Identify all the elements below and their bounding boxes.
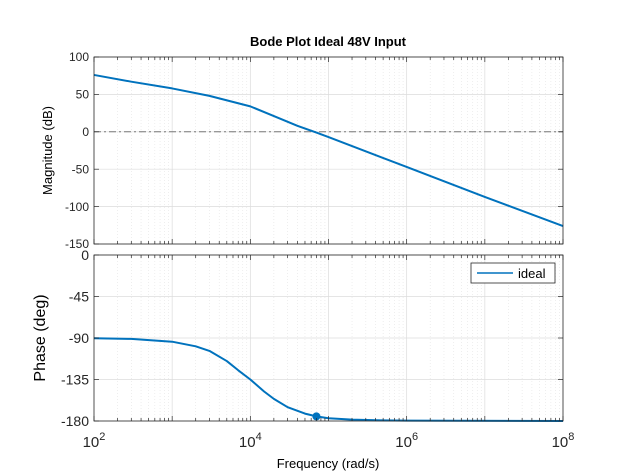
- phase-legend: ideal: [470, 262, 556, 284]
- chart-title: Bode Plot Ideal 48V Input: [250, 34, 407, 49]
- x-tick-label-exponent: 8: [568, 431, 574, 443]
- magnitude-grid: [94, 56, 563, 245]
- magnitude-y-tick-label: -150: [65, 237, 89, 251]
- phase-y-tick-labels: 0 -45 -90 -135 -180: [61, 247, 89, 429]
- magnitude-ticks: [93, 56, 564, 245]
- phase-grid: [94, 254, 563, 422]
- magnitude-curve: [93, 73, 564, 227]
- x-tick-label: 102: [83, 431, 106, 451]
- phase-axes: 0 -45 -90 -135 -180 Phase (deg) ideal: [32, 247, 564, 429]
- x-tick-label-exponent: 6: [412, 431, 418, 443]
- phase-y-tick-label: -90: [69, 330, 89, 346]
- x-tick-labels: 102 104 106 108: [83, 431, 575, 451]
- x-tick-label-exponent: 4: [256, 431, 262, 443]
- phase-curve-ideal: [93, 337, 564, 422]
- phase-y-tick-label: 0: [81, 247, 89, 263]
- magnitude-y-tick-label: 50: [76, 88, 90, 102]
- magnitude-y-tick-label: -100: [65, 200, 89, 214]
- x-axis-label: Frequency (rad/s): [277, 456, 380, 471]
- x-tick-label: 104: [239, 431, 262, 451]
- magnitude-axes: 100 50 0 -50 -100 -150 Magnitude (dB): [40, 50, 564, 251]
- phase-ticks: [93, 254, 564, 422]
- phase-y-tick-label: -180: [61, 413, 89, 429]
- phase-ylabel: Phase (deg): [32, 294, 49, 381]
- magnitude-y-tick-label: 0: [82, 125, 89, 139]
- x-tick-label: 108: [552, 431, 575, 451]
- phase-marker: [312, 412, 321, 421]
- magnitude-series: [93, 73, 564, 227]
- x-tick-label-base: 10: [395, 434, 412, 451]
- magnitude-y-tick-labels: 100 50 0 -50 -100 -150: [65, 50, 89, 251]
- magnitude-y-tick-label: -50: [72, 162, 90, 176]
- x-tick-label-exponent: 2: [99, 431, 105, 443]
- phase-series: [93, 337, 564, 422]
- magnitude-y-tick-label: 100: [69, 50, 89, 64]
- x-tick-label-base: 10: [239, 434, 256, 451]
- x-tick-label-base: 10: [552, 434, 569, 451]
- x-tick-label-base: 10: [83, 434, 100, 451]
- phase-y-tick-label: -135: [61, 371, 89, 387]
- legend-entry-ideal: ideal: [518, 266, 546, 281]
- phase-y-tick-label: -45: [69, 288, 89, 304]
- magnitude-ylabel: Magnitude (dB): [40, 106, 55, 195]
- x-tick-label: 106: [395, 431, 418, 451]
